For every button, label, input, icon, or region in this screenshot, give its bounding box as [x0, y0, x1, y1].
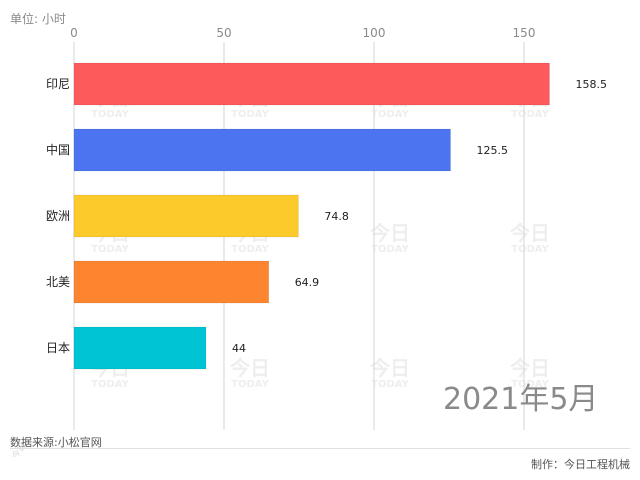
- bar-value-label: 74.8: [324, 210, 349, 223]
- watermark-logo-text: 今日: [370, 356, 410, 380]
- watermark-logo-sub: TODAY: [371, 109, 409, 120]
- x-tick-label: 150: [513, 26, 536, 40]
- source-label: 数据来源:小松官网: [10, 436, 102, 449]
- x-tick-label: 0: [70, 26, 78, 40]
- watermark-logo-sub: TODAY: [231, 109, 269, 120]
- bar-value-label: 158.5: [576, 78, 608, 91]
- category-label: 印尼: [46, 77, 70, 91]
- watermark-logo-sub: TODAY: [371, 244, 409, 255]
- watermark-logo-sub: TODAY: [231, 379, 269, 390]
- x-tick-label: 100: [363, 26, 386, 40]
- watermark-logo-sub: TODAY: [511, 379, 549, 390]
- watermark-logo-sub: TODAY: [91, 109, 129, 120]
- period-label: 2021年5月: [443, 382, 599, 417]
- category-label: 欧洲: [46, 209, 70, 223]
- watermark-logo-text: 今日: [230, 356, 270, 380]
- bar-3: [73, 260, 269, 304]
- watermark-logo-text: 今日: [510, 356, 550, 380]
- credit-label: 制作：今日工程机械: [531, 458, 630, 471]
- bar-0: [73, 62, 550, 106]
- watermark-logo-text: 今日: [510, 221, 550, 245]
- watermark-logo-sub: TODAY: [371, 379, 409, 390]
- watermark-logo-text: 今日: [370, 221, 410, 245]
- bar-value-label: 44: [232, 342, 246, 355]
- watermark-logo-sub: TODAY: [91, 379, 129, 390]
- category-label: 北美: [46, 275, 70, 289]
- unit-label: 单位: 小时: [10, 12, 66, 26]
- x-tick-label: 50: [216, 26, 231, 40]
- bar-4: [73, 326, 207, 370]
- category-label: 日本: [46, 341, 70, 355]
- category-label: 中国: [46, 142, 70, 157]
- watermark-logo-sub: TODAY: [91, 244, 129, 255]
- bar-value-label: 125.5: [477, 144, 509, 157]
- footer-divider: [10, 448, 630, 449]
- watermark-logo-sub: TODAY: [511, 244, 549, 255]
- watermark-logo-sub: TODAY: [231, 244, 269, 255]
- watermark-logo-sub: TODAY: [511, 109, 549, 120]
- bar-1: [73, 128, 451, 172]
- bar-value-label: 64.9: [295, 276, 320, 289]
- bar-2: [73, 194, 299, 238]
